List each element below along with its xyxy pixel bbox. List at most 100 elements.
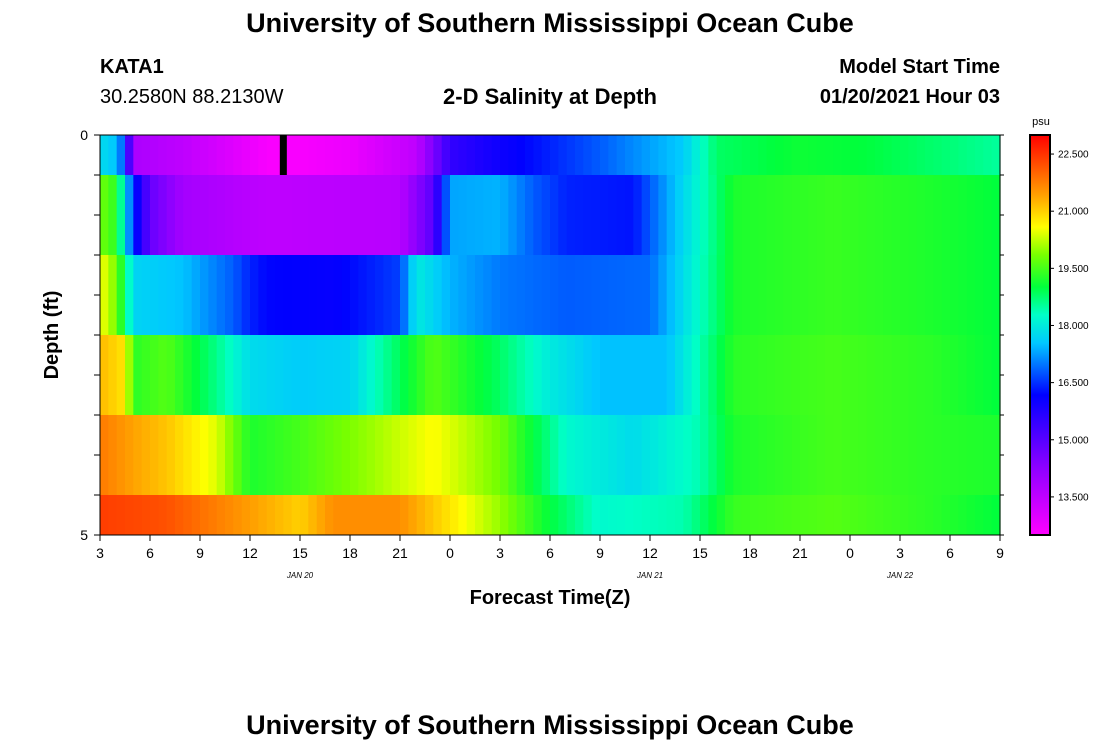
heatmap-cell bbox=[975, 255, 984, 335]
heatmap-cell bbox=[200, 175, 209, 255]
heatmap-cell bbox=[500, 495, 509, 535]
heatmap-cell bbox=[675, 335, 684, 415]
heatmap-cell bbox=[741, 135, 751, 175]
heatmap-cell bbox=[433, 135, 443, 175]
heatmap-cell bbox=[516, 175, 526, 255]
heatmap-cell bbox=[183, 175, 193, 255]
heatmap-cell bbox=[258, 415, 268, 495]
heatmap-cell bbox=[308, 415, 318, 495]
heatmap-cell bbox=[808, 135, 818, 175]
heatmap-cell bbox=[508, 135, 518, 175]
heatmap-cell bbox=[400, 255, 409, 335]
heatmap-cell bbox=[508, 175, 518, 255]
heatmap-cell bbox=[125, 135, 134, 175]
heatmap-cell bbox=[350, 335, 359, 415]
heatmap-cell bbox=[191, 335, 201, 415]
heatmap-cell bbox=[391, 335, 401, 415]
heatmap-cell bbox=[908, 335, 918, 415]
heatmap-cell bbox=[666, 495, 676, 535]
heatmap-cell bbox=[925, 415, 934, 495]
heatmap-cell bbox=[550, 415, 559, 495]
heatmap-cell bbox=[166, 175, 176, 255]
heatmap-cell bbox=[883, 175, 893, 255]
heatmap-cell bbox=[258, 255, 268, 335]
heatmap-cell bbox=[983, 495, 993, 535]
heatmap-cell bbox=[658, 255, 668, 335]
heatmap-cell bbox=[350, 495, 359, 535]
heatmap-cell bbox=[208, 135, 218, 175]
heatmap-cell bbox=[875, 255, 884, 335]
heatmap-cell bbox=[741, 415, 751, 495]
heatmap-cell bbox=[275, 335, 284, 415]
heatmap-cell bbox=[975, 135, 984, 175]
heatmap-cell bbox=[333, 495, 343, 535]
heatmap-cell bbox=[558, 175, 568, 255]
heatmap-cell bbox=[483, 415, 493, 495]
data-gap-marker bbox=[279, 135, 287, 175]
heatmap-cell bbox=[791, 495, 801, 535]
heatmap-cell bbox=[341, 135, 351, 175]
heatmap-cell bbox=[200, 255, 209, 335]
heatmap-cell bbox=[108, 415, 118, 495]
heatmap-cell bbox=[433, 415, 443, 495]
heatmap-cell bbox=[833, 495, 843, 535]
heatmap-cell bbox=[608, 335, 618, 415]
heatmap-cell bbox=[283, 335, 293, 415]
heatmap-cell bbox=[691, 135, 701, 175]
heatmap-cell bbox=[691, 335, 701, 415]
heatmap-cell bbox=[166, 255, 176, 335]
heatmap-cell bbox=[566, 175, 576, 255]
heatmap-cell bbox=[550, 495, 559, 535]
heatmap-cell bbox=[525, 415, 534, 495]
heatmap-cell bbox=[108, 175, 118, 255]
heatmap-cell bbox=[308, 495, 318, 535]
heatmap-cell bbox=[625, 335, 634, 415]
heatmap-cell bbox=[400, 495, 409, 535]
heatmap-cell bbox=[850, 335, 859, 415]
heatmap-cell bbox=[366, 255, 376, 335]
date-label: JAN 21 bbox=[636, 571, 663, 580]
heatmap-cell bbox=[475, 255, 484, 335]
heatmap-cell bbox=[575, 495, 584, 535]
heatmap-cell bbox=[158, 135, 168, 175]
heatmap-cell bbox=[225, 135, 234, 175]
heatmap-cell bbox=[766, 175, 776, 255]
heatmap-cell bbox=[250, 415, 259, 495]
heatmap-cell bbox=[416, 495, 426, 535]
heatmap-cell bbox=[641, 135, 651, 175]
heatmap-cell bbox=[558, 335, 568, 415]
heatmap-cell bbox=[450, 175, 459, 255]
heatmap-cell bbox=[650, 135, 659, 175]
model-start-label: Model Start Time bbox=[839, 56, 1000, 78]
heatmap-cell bbox=[683, 135, 693, 175]
heatmap-cell bbox=[916, 415, 926, 495]
heatmap-cell bbox=[408, 495, 418, 535]
heatmap-cell bbox=[400, 415, 409, 495]
heatmap-cell bbox=[858, 415, 868, 495]
heatmap-cell bbox=[175, 415, 184, 495]
heatmap-cell bbox=[841, 335, 851, 415]
heatmap-cell bbox=[666, 415, 676, 495]
heatmap-cell bbox=[616, 495, 626, 535]
heatmap-cell bbox=[200, 135, 209, 175]
heatmap-cell bbox=[183, 335, 193, 415]
heatmap-cell bbox=[216, 175, 226, 255]
heatmap-cell bbox=[391, 255, 401, 335]
heatmap-cell bbox=[441, 255, 451, 335]
heatmap-cell bbox=[750, 255, 759, 335]
heatmap-cell bbox=[575, 175, 584, 255]
heatmap-cell bbox=[416, 135, 426, 175]
heatmap-cell bbox=[158, 335, 168, 415]
heatmap-cell bbox=[608, 255, 618, 335]
y-axis-label: Depth (ft) bbox=[41, 291, 63, 380]
heatmap-cell bbox=[466, 415, 476, 495]
heatmap-cell bbox=[716, 495, 726, 535]
heatmap-cell bbox=[425, 135, 434, 175]
heatmap-cell bbox=[258, 135, 268, 175]
heatmap-cell bbox=[966, 135, 976, 175]
heatmap-cell bbox=[750, 135, 759, 175]
heatmap-cell bbox=[475, 495, 484, 535]
heatmap-cell bbox=[608, 495, 618, 535]
heatmap-cell bbox=[491, 175, 501, 255]
heatmap-cell bbox=[275, 175, 284, 255]
